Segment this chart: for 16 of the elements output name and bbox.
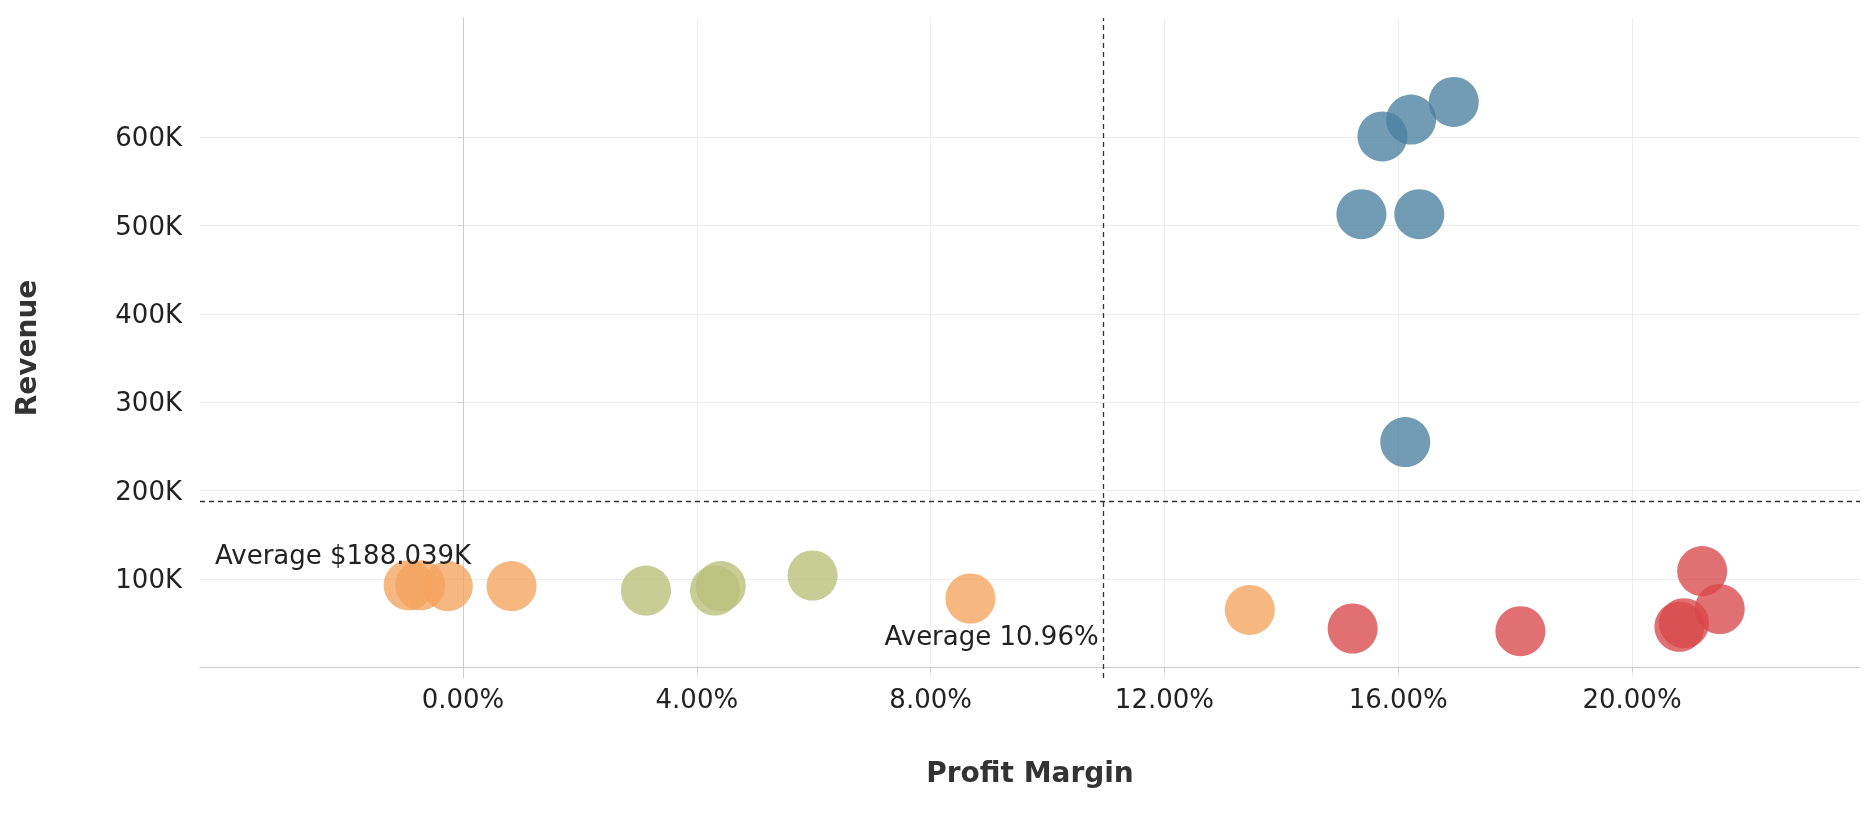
ref-line-label: Average $188.039K <box>215 540 473 571</box>
y-tick-label: 400K <box>115 298 183 329</box>
y-tick-label: 500K <box>115 210 183 241</box>
x-axis-title: Profit Margin <box>926 755 1134 789</box>
ref-line-label: Average 10.96% <box>884 621 1099 651</box>
y-tick-label: 300K <box>115 387 183 418</box>
x-tick-label: 12.00% <box>1114 684 1215 714</box>
y-tick-label: 600K <box>115 122 183 153</box>
x-tick-label: 0.00% <box>421 684 505 714</box>
x-tick-label: 8.00% <box>889 684 972 714</box>
x-tick-label: 4.00% <box>655 684 739 714</box>
y-tick-label: 200K <box>115 475 183 506</box>
y-tick-label: 100K <box>115 564 183 595</box>
y-axis-title: Revenue <box>9 279 43 417</box>
x-tick-label: 16.00% <box>1348 684 1448 714</box>
x-tick-label: 20.00% <box>1582 684 1682 714</box>
